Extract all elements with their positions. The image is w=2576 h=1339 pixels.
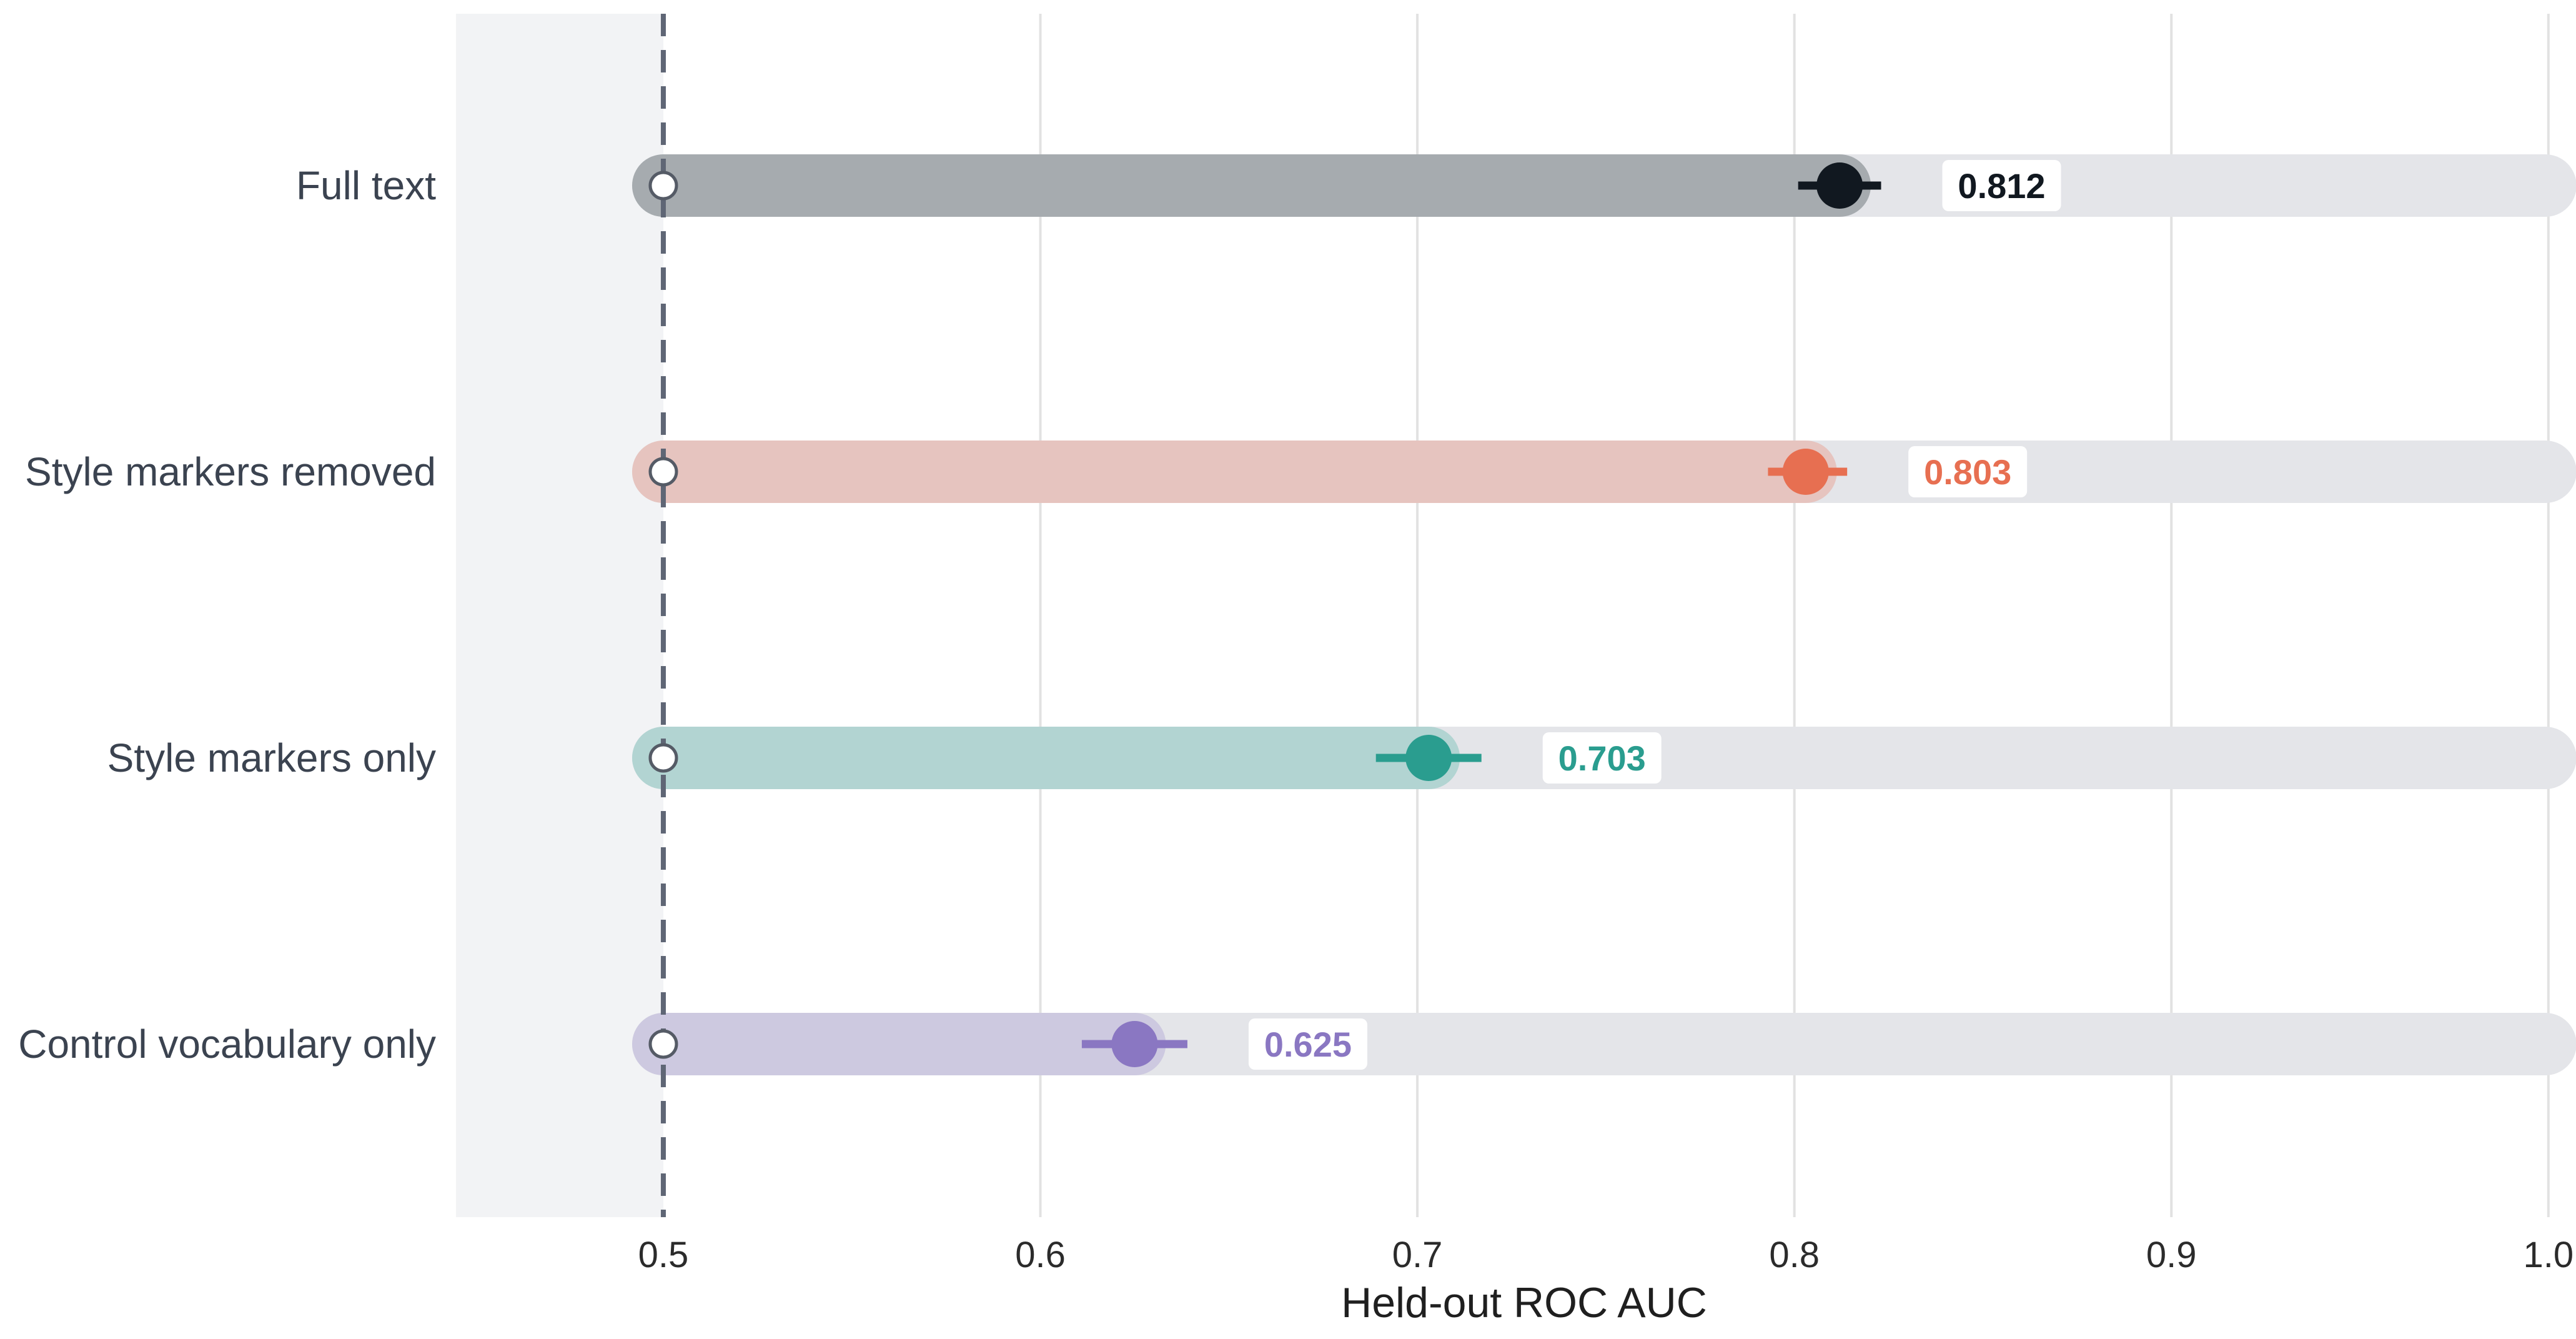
point-estimate: [1111, 1021, 1158, 1067]
point-estimate: [1405, 735, 1452, 781]
value-label-box: [1908, 446, 2028, 497]
text-labels: 0.5 0.6 0.7 0.8 0.9 1.0 Held-out ROC AUC 0.812 F…: [18, 160, 2574, 1327]
category-label: Style markers only: [107, 735, 436, 780]
baseline-start-marker: [648, 743, 678, 773]
value-bar: [632, 727, 1460, 789]
x-tick-label: 0.6: [1015, 1235, 1066, 1275]
baseline-start-marker: [648, 457, 678, 487]
baseline-start-marker: [648, 1029, 678, 1059]
value-label: 0.803: [1924, 452, 2011, 492]
value-bars: [632, 154, 1871, 1075]
point-estimate: [1816, 162, 1863, 209]
plot-background: [456, 14, 663, 1217]
value-label: 0.625: [1264, 1025, 1352, 1064]
point-estimate: [1782, 449, 1829, 495]
x-tick-label: 1.0: [2524, 1235, 2574, 1275]
value-label: 0.812: [1958, 166, 2045, 206]
x-tick-label: 0.7: [1392, 1235, 1443, 1275]
value-bar: [632, 441, 1837, 503]
baseline-start-marker: [648, 171, 678, 201]
value-label-box: [1248, 1018, 1367, 1070]
x-axis-label: Held-out ROC AUC: [1341, 1279, 1707, 1327]
bar-tracks: [632, 154, 2576, 1075]
x-tick-label: 0.5: [638, 1235, 689, 1275]
value-label-box: [1942, 160, 2061, 211]
category-label: Style markers removed: [25, 449, 436, 494]
below-chance-shade: [456, 14, 663, 1217]
category-label: Control vocabulary only: [18, 1022, 436, 1067]
value-label-box: [1542, 732, 1662, 784]
x-tick-label: 0.9: [2146, 1235, 2197, 1275]
data-marks: [648, 162, 1881, 1067]
value-label: 0.703: [1558, 739, 1646, 778]
category-label: Full text: [296, 163, 436, 208]
value-bar: [632, 154, 1871, 217]
value-bar: [632, 1013, 1166, 1075]
x-tick-label: 0.8: [1769, 1235, 1820, 1275]
